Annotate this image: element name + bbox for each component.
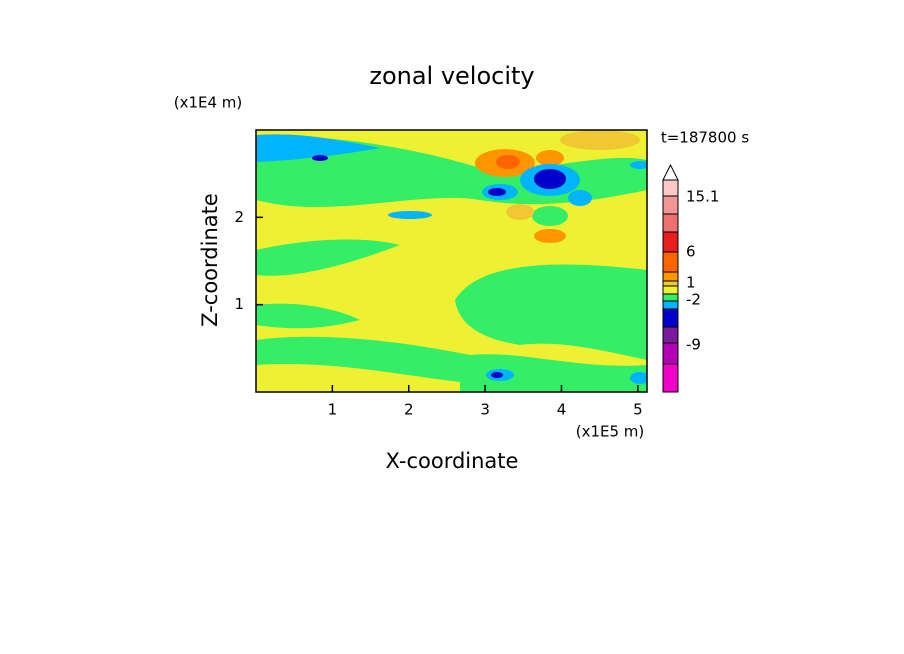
- field-region: [312, 155, 328, 161]
- field-region: [256, 239, 400, 276]
- x-unit: (x1E5 m): [576, 423, 645, 441]
- colorbar-box: [662, 195, 679, 215]
- colorbar-box: [662, 280, 679, 287]
- y-unit: (x1E4 m): [174, 94, 243, 112]
- field-region: [491, 372, 503, 378]
- colorbar-box: [662, 271, 679, 282]
- colorbar-box: [662, 326, 679, 344]
- field-region: [630, 161, 647, 169]
- colorbar-box: [662, 308, 679, 328]
- colorbar-box: [662, 285, 679, 295]
- colorbar-box: [662, 251, 679, 273]
- field-region: [568, 190, 592, 206]
- colorbar-label: 1: [686, 274, 696, 292]
- y-tick-label: 1: [234, 295, 244, 313]
- x-tick-label: 5: [633, 401, 643, 419]
- field-region: [488, 188, 506, 196]
- y-tick-label: 2: [234, 208, 244, 226]
- x-tick-label: 3: [480, 401, 490, 419]
- colorbar-label: 6: [686, 243, 696, 261]
- field-region: [630, 372, 647, 384]
- colorbar-box: [662, 179, 679, 197]
- plot-frame: [255, 129, 648, 393]
- contour-field: [256, 130, 647, 392]
- field-region: [506, 204, 534, 220]
- x-axis-label: X-coordinate: [386, 449, 519, 473]
- field-region: [534, 169, 566, 189]
- colorbar-box: [662, 300, 679, 310]
- field-region: [455, 264, 647, 360]
- colorbar-label: -9: [686, 336, 701, 354]
- x-tick-label: 1: [328, 401, 338, 419]
- field-region: [256, 303, 360, 329]
- x-tick-label: 4: [557, 401, 567, 419]
- field-region: [534, 229, 566, 243]
- x-tick-label: 2: [404, 401, 414, 419]
- field-region: [496, 155, 520, 169]
- annotation: t=187800 s: [661, 129, 749, 147]
- field-region: [256, 363, 460, 392]
- field-region: [560, 130, 640, 150]
- field-region: [536, 150, 564, 166]
- colorbar-arrow: [662, 163, 679, 181]
- field-region: [388, 211, 432, 219]
- colorbar-box: [662, 342, 679, 365]
- field-region: [532, 206, 568, 226]
- colorbar-box: [662, 363, 679, 393]
- colorbar-label: -2: [686, 291, 701, 309]
- chart-title: zonal velocity: [369, 62, 534, 90]
- colorbar-box: [662, 213, 679, 233]
- y-axis-label: Z-coordinate: [198, 193, 222, 327]
- colorbar-box: [662, 293, 679, 302]
- colorbar-box: [662, 231, 679, 253]
- field-region: [256, 134, 380, 162]
- colorbar-label: 15.1: [686, 188, 719, 206]
